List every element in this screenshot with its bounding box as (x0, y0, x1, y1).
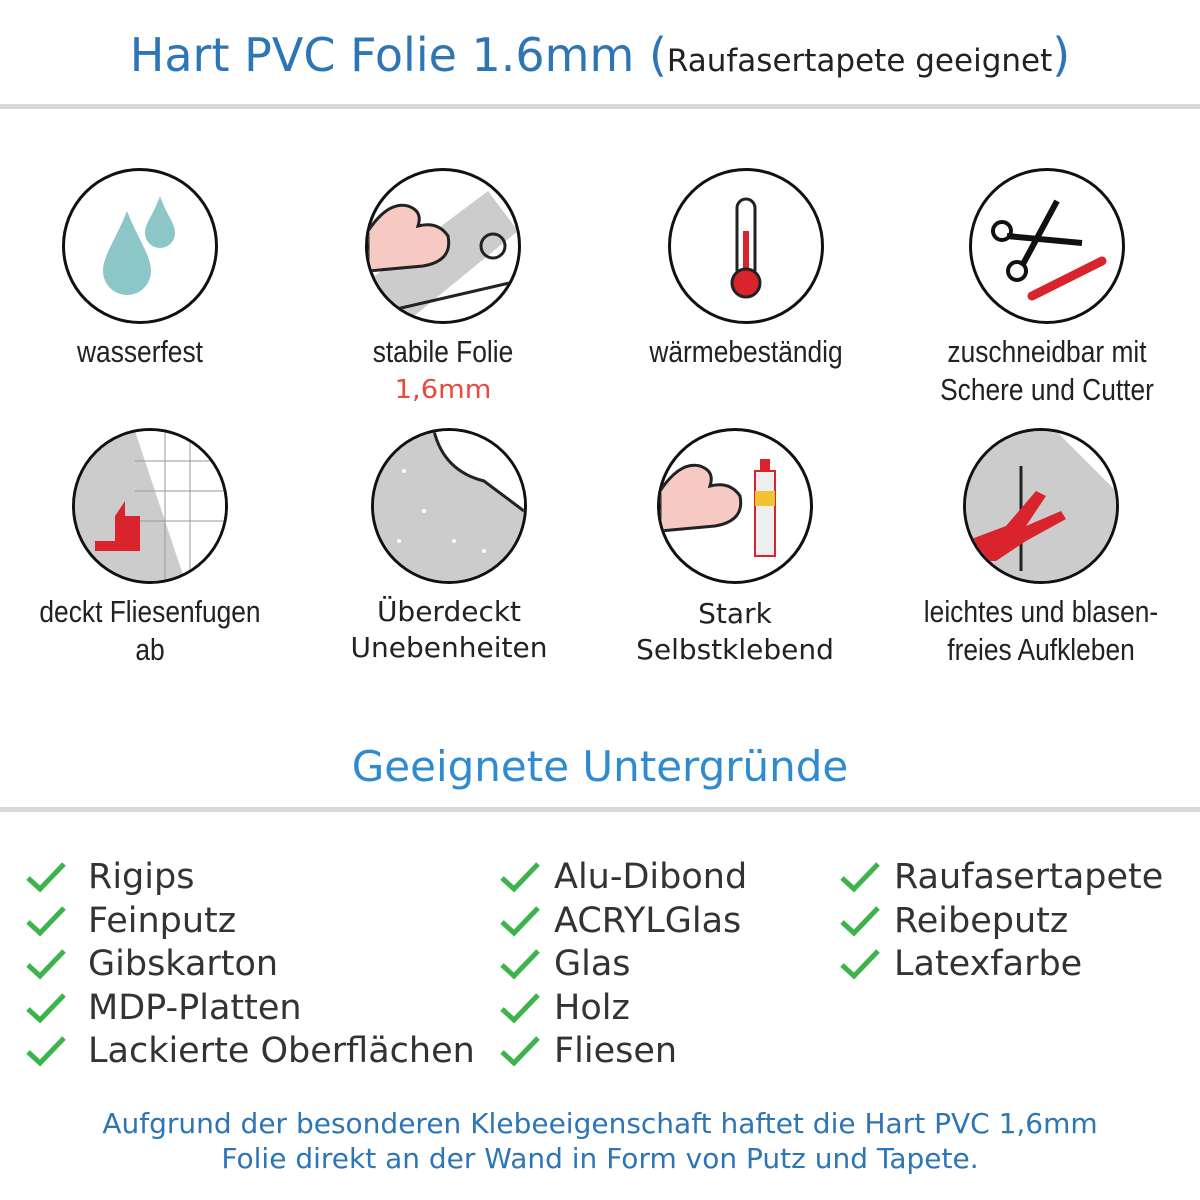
feature-label: Schere und Cutter (940, 372, 1154, 407)
check-icon (840, 905, 880, 936)
feature-label: Selbstklebend (636, 633, 834, 666)
paren-close: ) (1052, 28, 1071, 82)
surface-item: ACRYLGlas (499, 900, 829, 944)
surface-item: Lackierte Oberflächen (25, 1030, 495, 1074)
feature-label: wärmebeständig (649, 334, 843, 369)
strong-arm-glue-icon (657, 428, 813, 584)
feature-label: Unebenheiten (350, 631, 548, 664)
surface-item: Holz (499, 987, 829, 1031)
feature-label: Stark (698, 597, 772, 630)
feature-heat-resistant: wärmebeständig (596, 168, 896, 408)
feature-sublabel: 1,6mm (394, 375, 492, 405)
surface-item: Alu-Dibond (499, 856, 829, 900)
check-icon (840, 949, 880, 980)
check-icon (500, 905, 540, 936)
surface-label: Reibeputz (894, 900, 1069, 941)
surface-item: Rigips (25, 856, 495, 900)
footer-note: Aufgrund der besonderen Klebeeigenschaft… (0, 1106, 1200, 1176)
feature-label: leichtes und blasen- (923, 594, 1159, 629)
feature-stable-foil: stabile Folie 1,6mm (293, 168, 593, 408)
check-icon (500, 992, 540, 1023)
check-icon (26, 1036, 66, 1067)
surface-item: Glas (499, 943, 829, 987)
surface-item: Feinputz (25, 900, 495, 944)
feature-label: deckt Fliesenfugen ab (39, 594, 261, 667)
hand-smooth-icon (963, 428, 1119, 584)
surface-label: ACRYLGlas (554, 900, 742, 941)
tile-thumbs-up-icon (72, 428, 228, 584)
feature-label: freies Aufkleben (947, 632, 1135, 667)
divider (0, 104, 1200, 109)
feature-waterproof: wasserfest (0, 168, 290, 408)
surfaces-title: Geeignete Untergründe (351, 742, 849, 791)
feature-label: wasserfest (77, 334, 203, 369)
feature-label: Überdeckt (376, 595, 522, 628)
feature-covers-tile-joints: deckt Fliesenfugen ab (0, 428, 300, 668)
surface-label: MDP-Platten (88, 987, 302, 1028)
surface-label: Feinputz (88, 900, 237, 941)
page-subtitle: Raufasertapete geeignet (666, 43, 1053, 79)
surface-label: Latexfarbe (894, 944, 1083, 984)
surfaces-column-2: Alu-Dibond ACRYLGlas Glas Holz Fliesen (499, 856, 829, 1074)
check-icon (500, 949, 540, 980)
surface-item: Raufasertapete (839, 856, 1199, 900)
surface-label: Lackierte Oberflächen (88, 1031, 475, 1071)
title-main: Hart PVC Folie 1.6mm (129, 28, 635, 82)
surfaces-column-3: Raufasertapete Reibeputz Latexfarbe (839, 856, 1199, 987)
surface-item: Fliesen (499, 1030, 829, 1074)
feature-label: zuschneidbar mit (947, 334, 1147, 369)
check-icon (26, 992, 66, 1023)
strong-arm-foil-icon (365, 168, 521, 324)
thermometer-icon (668, 168, 824, 324)
surfaces-column-1: Rigips Feinputz Gibskarton MDP-Platten Lacki… (25, 856, 495, 1074)
surface-item: Gibskarton (25, 943, 495, 987)
feature-cuttable: zuschneidbar mit Schere und Cutter (897, 168, 1197, 408)
scissors-cutter-icon (969, 168, 1125, 324)
surface-label: Fliesen (554, 1031, 678, 1071)
surface-label: Raufasertapete (894, 857, 1164, 897)
feature-label: stabile Folie (372, 334, 514, 369)
footer-line: Aufgrund der besonderen Klebeeigenschaft… (102, 1107, 1098, 1140)
page-title: Hart PVC Folie 1.6mm (Raufasertapete gee… (0, 28, 1200, 82)
feature-strong-adhesive: Stark Selbstklebend (585, 428, 885, 668)
surface-label: Holz (554, 987, 630, 1028)
surface-label: Glas (554, 944, 631, 984)
water-drops-icon (62, 168, 218, 324)
surface-item: MDP-Platten (25, 987, 495, 1031)
surface-item: Reibeputz (839, 900, 1199, 944)
check-icon (500, 1036, 540, 1067)
feature-easy-application: leichtes und blasen- freies Aufkleben (891, 428, 1191, 668)
check-icon (500, 862, 540, 893)
surface-label: Alu-Dibond (554, 857, 748, 897)
check-icon (840, 862, 880, 893)
feature-covers-unevenness: Überdeckt Unebenheiten (299, 428, 599, 668)
check-icon (26, 862, 66, 893)
check-icon (26, 905, 66, 936)
foil-peel-icon (371, 428, 527, 584)
check-icon (26, 949, 66, 980)
surface-label: Rigips (88, 857, 195, 897)
surface-item: Latexfarbe (839, 943, 1199, 987)
divider (0, 807, 1200, 812)
footer-line: Folie direkt an der Wand in Form von Put… (221, 1142, 979, 1175)
paren-open: ( (648, 28, 667, 82)
surface-label: Gibskarton (88, 944, 279, 984)
